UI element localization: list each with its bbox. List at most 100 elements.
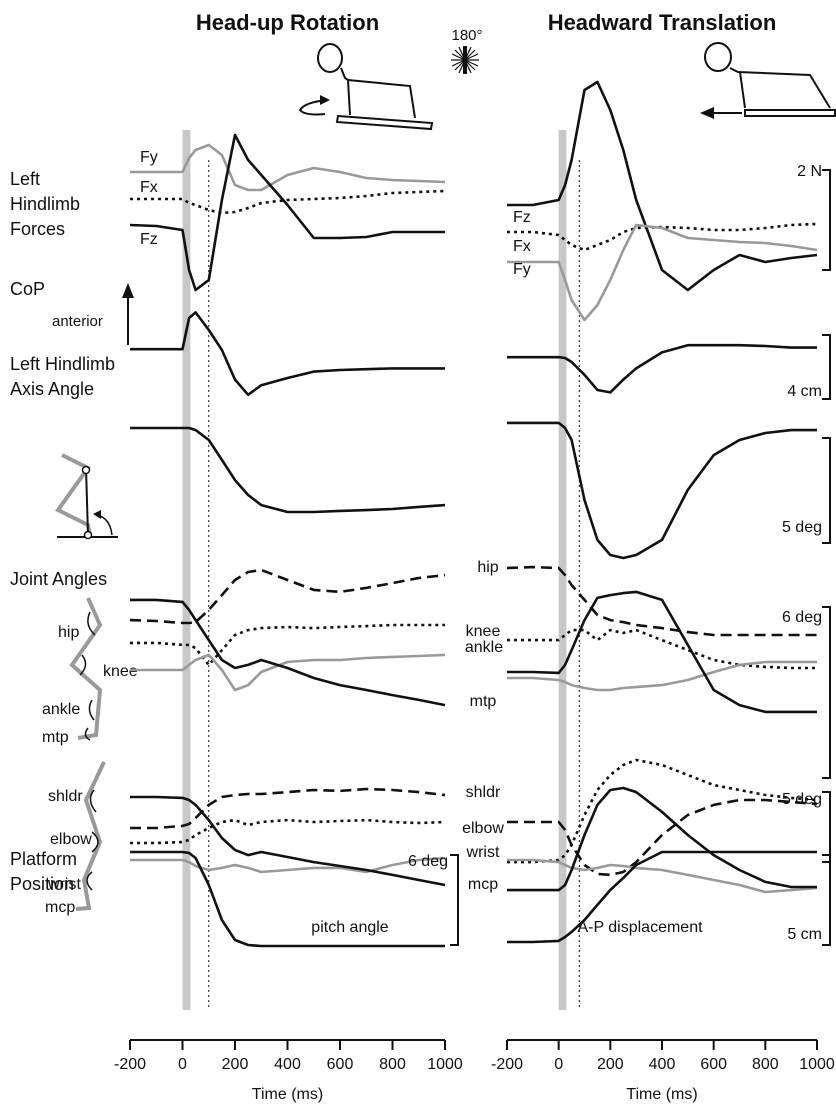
x-tick-label: 800: [379, 1056, 406, 1073]
scale-bar: [822, 606, 831, 779]
x-tick-label: -200: [114, 1056, 146, 1073]
trace: [130, 426, 446, 514]
trace: [507, 80, 818, 292]
x-tick-label: 400: [649, 1056, 676, 1073]
scale-bar-label: 6 deg: [782, 609, 822, 626]
trace: [507, 660, 817, 692]
x-tick-label: 200: [222, 1056, 249, 1073]
series-label: mtp: [42, 729, 69, 746]
scale-bar-label: 2 N: [797, 163, 822, 180]
onset-band: [558, 130, 567, 1010]
chart-title: Head-up Rotation: [196, 10, 379, 35]
trace: [130, 653, 446, 692]
scale-bar-label: 5 deg: [782, 791, 822, 808]
trace: [507, 628, 817, 670]
x-tick-label: 0: [554, 1056, 563, 1073]
trace: [507, 223, 818, 322]
x-tick-label: 600: [700, 1056, 727, 1073]
trace: [130, 143, 446, 192]
forelimb-figure: [75, 761, 106, 911]
trace: [507, 222, 818, 252]
rotation-label: 180°: [451, 27, 482, 44]
series-label: hip: [477, 559, 498, 576]
series-label: Fy: [140, 149, 158, 166]
x-tick-label: 200: [597, 1056, 624, 1073]
translation-icon: [700, 42, 836, 119]
row-label: Hindlimb: [10, 194, 80, 214]
scale-bar: [822, 791, 831, 863]
series-label: mtp: [470, 693, 497, 710]
series-label: elbow: [50, 831, 92, 848]
trace: [507, 786, 817, 892]
trace: [507, 590, 817, 714]
scale-bar-label: 4 cm: [787, 383, 822, 400]
anterior-label: anterior: [52, 313, 103, 330]
row-label: Forces: [10, 219, 65, 239]
row-label: CoP: [10, 279, 45, 299]
trace: [129, 568, 446, 625]
series-label: mcp: [45, 899, 75, 916]
trace: [130, 787, 446, 830]
series-label: Fx: [513, 238, 531, 255]
annotation: A-P displacement: [577, 919, 703, 936]
trace: [130, 856, 446, 874]
scale-bar: [822, 169, 831, 271]
trace: [506, 565, 817, 637]
trace: [507, 858, 818, 894]
onset-band: [182, 130, 191, 1010]
series-label: ankle: [465, 639, 503, 656]
trace: [130, 189, 446, 215]
scale-bar: [450, 854, 459, 946]
x-tick-label: 1000: [427, 1056, 463, 1073]
x-tick-label: 600: [327, 1056, 354, 1073]
series-label: Fy: [513, 261, 531, 278]
trace: [507, 421, 817, 560]
series-label: knee: [103, 663, 138, 680]
scale-bar: [822, 854, 831, 946]
series-label: Fz: [513, 209, 531, 226]
series-label: wrist: [47, 876, 81, 893]
trace: [130, 818, 446, 845]
series-label: hip: [58, 624, 79, 641]
row-label: Joint Angles: [10, 569, 107, 589]
hindlimb-figure: [69, 597, 103, 741]
row-label: Platform: [10, 849, 77, 869]
trace: [130, 623, 445, 667]
trace: [507, 758, 818, 864]
trace: [507, 798, 818, 877]
row-label: Left: [10, 169, 40, 189]
trace: [130, 311, 445, 397]
axis-figure: [55, 453, 118, 540]
series-label: Fz: [140, 231, 158, 248]
trace: [130, 598, 446, 707]
series-label: shldr: [48, 788, 83, 805]
annotation: pitch angle: [311, 919, 388, 936]
series-label: shldr: [466, 784, 501, 801]
series-label: Fx: [140, 179, 158, 196]
arrow-head: [122, 283, 134, 298]
trace: [129, 133, 445, 292]
chart-title: Headward Translation: [548, 10, 777, 35]
trace: [130, 795, 446, 887]
x-axis-label: Time (ms): [252, 1086, 323, 1103]
scale-bar: [822, 334, 831, 400]
rotation-icon: [298, 43, 434, 131]
series-label: ankle: [42, 701, 80, 718]
series-label: knee: [466, 623, 501, 640]
x-tick-label: 400: [274, 1056, 301, 1073]
trace: [130, 850, 445, 948]
x-tick-label: 0: [178, 1056, 187, 1073]
series-label: wrist: [466, 844, 500, 861]
row-label: Position: [10, 874, 74, 894]
trace: [507, 343, 817, 394]
x-axis-label: Time (ms): [626, 1086, 697, 1103]
starburst: [451, 46, 479, 74]
trace: [507, 850, 817, 944]
row-label: Left Hindlimb: [10, 354, 115, 374]
x-tick-label: 1000: [799, 1056, 835, 1073]
scale-bar-label: 5 cm: [787, 926, 822, 943]
x-tick-label: 800: [752, 1056, 779, 1073]
x-tick-label: -200: [491, 1056, 523, 1073]
scale-bar-label: 5 deg: [782, 519, 822, 536]
